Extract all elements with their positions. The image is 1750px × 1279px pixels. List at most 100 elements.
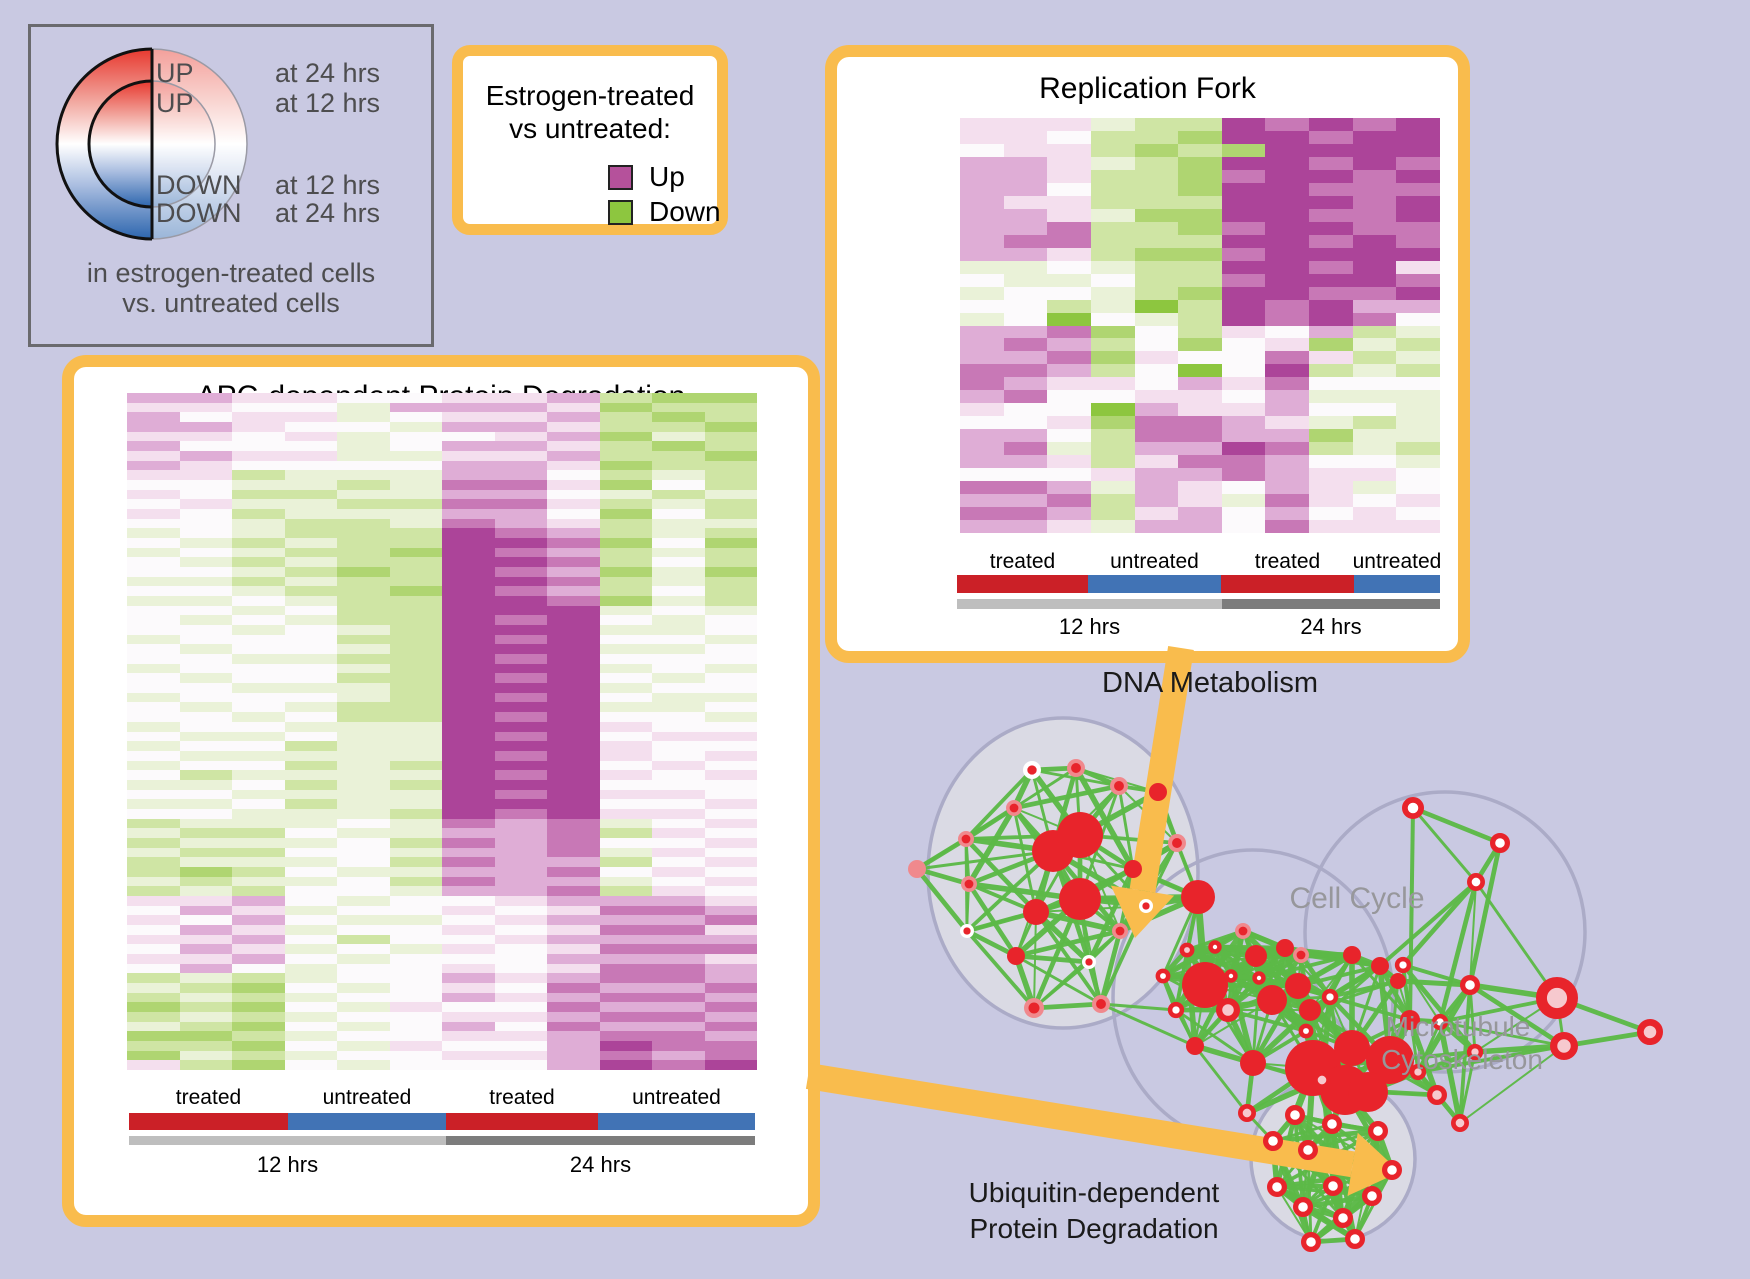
heatmap-cell [1221, 247, 1266, 261]
heatmap-cell [337, 402, 390, 413]
heatmap-cell [547, 944, 600, 954]
heatmap-cell [179, 982, 232, 993]
heatmap-cell [337, 731, 390, 742]
flow-arrows [805, 645, 1400, 1196]
heatmap-cell [652, 692, 705, 703]
heatmap-cell [1178, 455, 1222, 469]
heatmap-cell [1134, 338, 1179, 352]
heatmap-cell [389, 470, 442, 481]
heatmap-cell [179, 451, 232, 461]
heatmap-cell [652, 509, 705, 519]
network-node [1348, 1072, 1388, 1112]
heatmap-cell [1221, 169, 1266, 183]
network-node [1400, 1010, 1420, 1030]
heatmap-cell [442, 1040, 495, 1051]
heatmap-cell [337, 712, 390, 722]
heatmap-cell [284, 915, 337, 925]
heatmap-cell [389, 509, 442, 519]
heatmap-cell [704, 886, 757, 896]
heatmap-cell [599, 1050, 652, 1061]
heatmap-cell [389, 953, 442, 964]
heatmap-cell [1396, 325, 1440, 339]
heatmap-cell [179, 973, 232, 983]
down-12-label: DOWN [156, 170, 242, 200]
heatmap-cell [337, 1031, 390, 1041]
network-edge [1458, 1051, 1477, 1124]
heatmap-cell [547, 538, 600, 548]
network-label: Cytoskeleton [1381, 1044, 1543, 1075]
heatmap-cell [1090, 429, 1135, 443]
heatmap-cell [232, 886, 285, 896]
heatmap-cell [127, 847, 180, 858]
heatmap-cell [232, 480, 285, 490]
heatmap-cell [127, 1002, 180, 1012]
heatmap-cell [232, 683, 285, 693]
heatmap-cell [179, 586, 232, 597]
heatmap-cell [179, 412, 232, 422]
down-24-label: DOWN [156, 198, 242, 228]
heatmap-cell [179, 644, 232, 655]
heatmap-cell [232, 431, 285, 442]
heatmap-cell [127, 731, 180, 742]
heatmap-cell [127, 634, 180, 645]
heatmap-cell [1178, 494, 1222, 508]
network-edge [1214, 945, 1260, 980]
heatmap-cell [494, 489, 547, 500]
heatmap-cell [652, 982, 705, 993]
heatmap-cell [1309, 481, 1353, 495]
heatmap-cell [179, 431, 232, 442]
heatmap-cell [1352, 234, 1397, 248]
heatmap-cell [337, 760, 390, 771]
heatmap-cell [1309, 403, 1353, 417]
heatmap-cell [599, 1002, 652, 1012]
heatmap-cell [442, 654, 495, 664]
network-node [1237, 1103, 1256, 1122]
heatmap-cell [1003, 351, 1048, 365]
heatmap-cell [704, 615, 757, 626]
heatmap-cell [284, 992, 337, 1003]
heatmap-cell [599, 596, 652, 606]
heatmap-cell [1047, 247, 1091, 261]
heatmap-cell [232, 963, 285, 974]
heatmap-cell [337, 721, 390, 732]
heatmap-cell [1047, 312, 1091, 326]
heatmap-cell [704, 741, 757, 751]
heatmap-cell [179, 567, 232, 577]
heatmap-cell [389, 731, 442, 742]
heatmap-cell [1178, 481, 1222, 495]
heatmap-cell [1134, 390, 1179, 404]
heatmap-cell [960, 429, 1004, 443]
heatmap-cell [494, 992, 547, 1003]
heatmap-cell [1047, 325, 1091, 339]
network-edge [1412, 805, 1501, 846]
heatmap-cell [494, 1021, 547, 1032]
heatmap-cell [337, 625, 390, 635]
heatmap-cell [494, 779, 547, 790]
heatmap-cell [442, 393, 495, 403]
heatmap-cell [1090, 273, 1135, 287]
heatmap-cell [704, 480, 757, 490]
heatmap-cell [232, 547, 285, 558]
network-node [1459, 974, 1480, 995]
heatmap-cell [599, 1040, 652, 1051]
heatmap-cell [960, 143, 1004, 157]
heatmap-cell [1221, 286, 1266, 300]
heatmap-cell [179, 857, 232, 867]
heatmap-cell [442, 741, 495, 751]
heatmap-cell [127, 992, 180, 1003]
heatmap-cell [652, 779, 705, 790]
heatmap-cell [652, 924, 705, 935]
heatmap-cell [652, 770, 705, 780]
network-node [1366, 1036, 1414, 1084]
heatmap-cell [599, 818, 652, 829]
heatmap-cell [1134, 182, 1179, 196]
heatmap-cell [547, 605, 600, 616]
heatmap-cell [547, 422, 600, 432]
network-edge [1416, 1021, 1442, 1073]
heatmap-cell [599, 1060, 652, 1070]
heatmap-cell [1309, 286, 1353, 300]
heatmap-cell [599, 779, 652, 790]
heatmap-cell [389, 683, 442, 693]
heatmap-cell [442, 528, 495, 539]
heatmap-cell [442, 615, 495, 626]
